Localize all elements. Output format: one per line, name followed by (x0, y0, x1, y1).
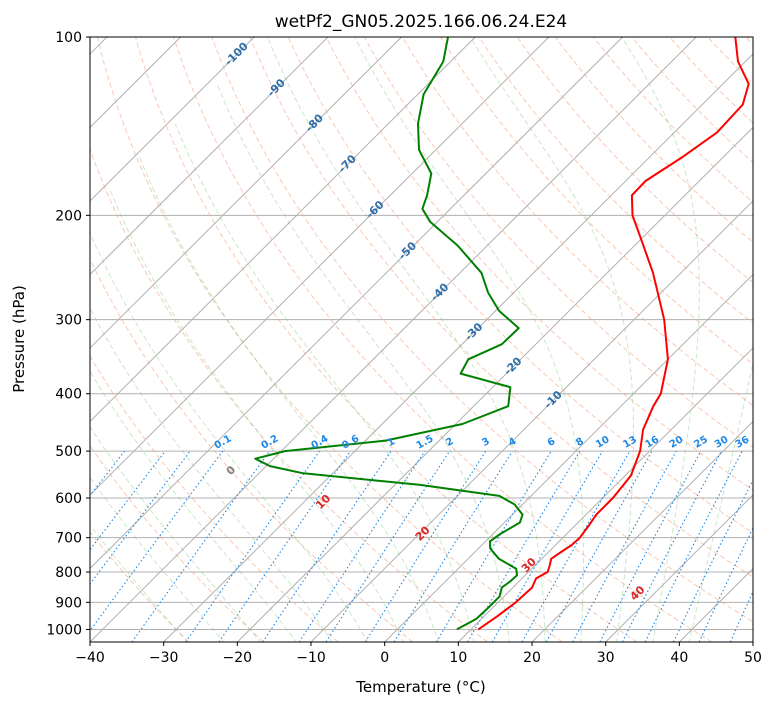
moist-adiabat-line (90, 370, 297, 642)
dry-adiabat-line (440, 37, 753, 365)
dry-adiabat-line (325, 37, 753, 491)
y-tick-label: 900 (55, 595, 82, 611)
isotherm-line (605, 494, 753, 642)
isotherm-line (90, 37, 476, 423)
isotherm-line (90, 37, 329, 276)
x-tick-label: 0 (380, 650, 389, 666)
mixing-ratio-line (218, 450, 351, 642)
mixing-ratio-line (90, 450, 191, 585)
isotherm-line (90, 37, 550, 496)
y-tick-label: 800 (55, 565, 82, 581)
y-tick-label: 700 (55, 531, 82, 547)
x-tick-label: 30 (597, 650, 615, 666)
isotherm-line (90, 37, 697, 642)
y-tick-label: 600 (55, 491, 82, 507)
dry-adiabat-line (134, 37, 638, 642)
dry-adiabat-line (90, 530, 190, 642)
mixing-ratio-line (644, 450, 743, 642)
isotherm-line (163, 53, 753, 642)
temperature-profile-line (477, 37, 750, 631)
mixing-ratio-line (521, 450, 631, 642)
moist-adiabat-line (90, 524, 188, 642)
x-tick-label: 10 (449, 650, 467, 666)
x-tick-label: −20 (223, 650, 253, 666)
dry-adiabat-line (516, 37, 753, 284)
line-labels: -100-90-80-70-60-50-40-30-20-100.1 0.2 0.4… (213, 39, 752, 603)
y-tick-label: 200 (55, 208, 82, 224)
x-tick-label: −10 (296, 650, 326, 666)
dry-adiabat-line (402, 37, 753, 406)
isotherm-line (90, 37, 402, 349)
dry-adiabat-line (90, 355, 339, 642)
axes: −40 −30 −20 −10 0 10 20 30 40 50 100 200 300 400 500 60… (46, 30, 762, 666)
mixing-ratio-label: 1 (386, 436, 398, 449)
moist-adiabat-line (469, 37, 634, 642)
moist-adiabat-line (90, 476, 225, 642)
y-tick-label: 500 (55, 444, 82, 460)
mixing-ratio-label: 2 (444, 436, 456, 449)
x-axis-label: Temperature (°C) (355, 678, 485, 696)
moist-adiabat-line (139, 157, 440, 642)
mixing-ratio-line (90, 450, 224, 632)
dry-adiabat-line (90, 258, 414, 642)
x-tick-label: 40 (670, 650, 688, 666)
chart-title: wetPf2_GN05.2025.166.06.24.E24 (275, 12, 567, 32)
moist-adiabat-line (90, 307, 333, 642)
moist-adiabat-line (354, 37, 584, 642)
dry-adiabat-line (173, 37, 712, 642)
moist-adiabat-line (688, 361, 753, 642)
moist-adiabat-line (90, 425, 261, 642)
dry-adiabat-line (249, 37, 753, 578)
isotherm-line (90, 37, 255, 202)
y-tick-label: 300 (55, 313, 82, 329)
isotherm-line (384, 273, 753, 642)
moist-adiabat-line (90, 231, 369, 642)
isotherm-line (457, 347, 753, 642)
moist-adiabat-line (267, 37, 546, 642)
mixing-ratio-line (325, 450, 451, 642)
dry-adiabat-line (90, 147, 488, 642)
y-tick-label: 400 (55, 387, 82, 403)
mixing-ratio-line (185, 450, 321, 642)
mixing-ratio-line (545, 450, 653, 642)
mixing-ratio-line (90, 450, 166, 551)
moist-adiabat-line (174, 123, 475, 642)
y-axis-label: Pressure (hPa) (10, 285, 28, 393)
isotherm-line (236, 126, 753, 642)
y-tick-label: 100 (55, 30, 82, 46)
x-tick-label: −30 (149, 650, 179, 666)
moist-adiabat-line (621, 37, 700, 642)
moist-adiabat-line (108, 188, 404, 642)
background-lines (90, 37, 753, 642)
y-tick-label: 1000 (46, 622, 82, 638)
dry-adiabat-line (211, 37, 753, 623)
mixing-ratio-line (672, 478, 753, 642)
isotherm-line (90, 37, 623, 570)
mixing-ratio-line (364, 450, 487, 642)
x-tick-label: 50 (744, 650, 762, 666)
isotherm-line (531, 420, 753, 642)
mixing-ratio-line (572, 450, 677, 642)
dewpoint-profile-line (254, 37, 524, 631)
x-tick-label: −40 (75, 650, 105, 666)
dry-adiabat-line (96, 37, 563, 642)
dry-adiabat-line (90, 445, 264, 642)
mixing-ratio-label: 4 (507, 436, 519, 449)
mixing-ratio-line (262, 450, 392, 642)
mixing-ratio-label: 8 (574, 436, 586, 449)
sounding-profiles (254, 37, 750, 631)
x-tick-label: 20 (523, 650, 541, 666)
mixing-ratio-line (298, 450, 426, 642)
plot-frame (89, 36, 754, 643)
mixing-ratio-line (131, 450, 271, 642)
mixing-ratio-label: 3 (480, 436, 492, 449)
mixing-ratio-label: 6 (546, 436, 558, 449)
